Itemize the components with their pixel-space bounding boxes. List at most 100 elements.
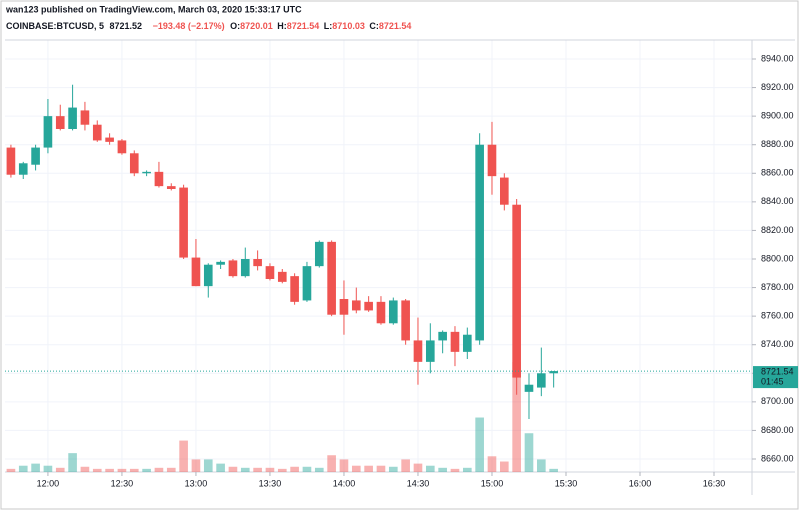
y-tick-label: 8840.00 (761, 196, 794, 206)
candle-body (401, 300, 410, 341)
x-tick-label: 16:00 (629, 478, 652, 488)
candle-body (191, 257, 201, 287)
volume-bar (253, 467, 262, 472)
volume-bar (438, 467, 447, 472)
y-tick-label: 8660.00 (761, 453, 794, 463)
candle-body (376, 301, 386, 324)
volume-bar (240, 467, 250, 472)
y-tick-label: 8760.00 (761, 311, 794, 321)
x-tick-label: 16:30 (703, 478, 726, 488)
volume-bar (129, 468, 139, 472)
volume-bar (401, 459, 410, 472)
volume-bar (105, 468, 114, 472)
volume-bar (55, 467, 65, 472)
frame (0, 0, 799, 510)
volume-bar (339, 459, 349, 472)
x-tick-label: 14:00 (333, 478, 356, 488)
ohlc-label: O: (230, 21, 240, 31)
volume-bar (6, 468, 16, 472)
candle-body (487, 144, 497, 177)
volume-bar (203, 459, 213, 472)
volume-bar (228, 466, 238, 472)
y-tick-label: 8880.00 (761, 139, 794, 149)
last-price-box (753, 366, 798, 389)
volume-bar (265, 467, 275, 472)
candle-body (524, 384, 534, 392)
y-tick-label: 8900.00 (761, 111, 794, 121)
candle-body (450, 331, 460, 352)
volume-bar (499, 461, 509, 472)
volume-bar (524, 433, 534, 472)
candle-body (475, 144, 484, 341)
volume-bar (277, 468, 287, 472)
volume-bar (80, 466, 90, 472)
candle-body (228, 260, 238, 277)
volume-bar (364, 465, 373, 472)
volume-bar (68, 453, 77, 472)
candle-body (425, 340, 435, 362)
x-tick-label: 13:00 (185, 478, 208, 488)
symbol-header: COINBASE:BTCUSD, 5 8721.52 −193.48 (−2.1… (6, 21, 411, 31)
y-tick-label: 8700.00 (761, 396, 794, 406)
candle-body (413, 340, 423, 362)
volume-bar (290, 466, 299, 472)
volume-bar (314, 467, 324, 472)
y-tick-label: 8920.00 (761, 82, 794, 92)
candle-body (166, 186, 176, 189)
candle-body (154, 171, 164, 187)
candle-body (6, 147, 16, 175)
candle-body (549, 371, 558, 374)
candle-body (105, 137, 114, 142)
x-tick-label: 12:30 (111, 478, 134, 488)
ohlc-value: 8710.03 (332, 21, 365, 31)
candle-body (179, 187, 188, 258)
candle-body (18, 163, 28, 175)
candle-body (438, 331, 447, 341)
ohlc-value: 8721.54 (379, 21, 412, 31)
candle-body (512, 204, 521, 378)
y-tick-label: 8940.00 (761, 53, 794, 63)
volume-bar (388, 466, 398, 472)
candle-body (327, 241, 336, 315)
volume-bar (351, 465, 361, 472)
volume-bar (142, 468, 151, 472)
candle-body (339, 299, 349, 315)
x-tick-label: 15:30 (555, 478, 578, 488)
ohlc-value: 8721.54 (287, 21, 320, 31)
volume-bar (549, 468, 558, 472)
ohlc-label: H: (277, 21, 287, 31)
candle-body (203, 264, 213, 287)
volume-bar (31, 463, 40, 472)
last-price: 8721.52 (110, 21, 143, 31)
volume-bar (117, 468, 127, 472)
volume-bar (512, 362, 521, 472)
change: −193.48 (−2.17%) (153, 21, 225, 31)
candle-body (290, 276, 299, 302)
candle-body (92, 124, 102, 141)
candle-body (314, 241, 324, 267)
volume-bar (154, 467, 164, 472)
candle-body (364, 301, 373, 311)
y-tick-label: 8800.00 (761, 253, 794, 263)
volume-bar (302, 466, 312, 472)
volume-bar (450, 468, 460, 472)
volume-bar (216, 463, 225, 472)
y-tick-label: 8820.00 (761, 225, 794, 235)
candle-body (351, 300, 361, 311)
x-tick-label: 15:00 (481, 478, 504, 488)
last-price-label: 8721.54 (761, 366, 794, 376)
volume-bar (92, 468, 102, 472)
volume-bar (537, 459, 546, 472)
candle-body (55, 116, 65, 129)
x-tick-label: 12:00 (37, 478, 60, 488)
candle-body (302, 266, 312, 301)
ohlc-label: L: (324, 21, 333, 31)
candle-body (462, 334, 472, 352)
volume-bar (475, 417, 484, 472)
candle-body (129, 153, 139, 174)
x-tick-label: 13:30 (259, 478, 282, 488)
candle-body (240, 259, 250, 277)
volume-bar (413, 463, 423, 472)
